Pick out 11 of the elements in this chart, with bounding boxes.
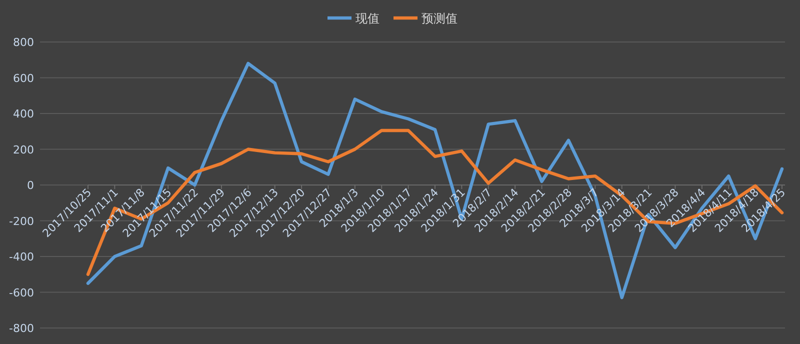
y-tick-label: -200 bbox=[9, 214, 34, 228]
legend-label: 预测值 bbox=[422, 12, 458, 26]
y-tick-label: 0 bbox=[27, 179, 34, 192]
y-tick-label: -400 bbox=[9, 250, 34, 264]
y-tick-label: -800 bbox=[9, 322, 34, 335]
y-tick-label: 200 bbox=[13, 143, 34, 156]
y-tick-label: 400 bbox=[13, 108, 34, 120]
legend-label: 现值 bbox=[356, 12, 380, 26]
y-tick-label: -600 bbox=[9, 286, 34, 300]
y-tick-label: 800 bbox=[13, 36, 34, 49]
y-tick-label: 600 bbox=[13, 72, 34, 85]
